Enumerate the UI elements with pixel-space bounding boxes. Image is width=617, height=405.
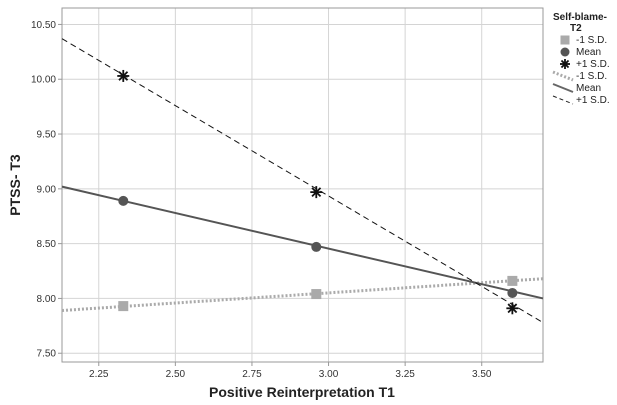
y-tick-label: 9.50 <box>37 130 57 141</box>
data-point-marker <box>118 301 129 312</box>
marker-stroke <box>507 303 518 314</box>
marker-stroke <box>311 187 322 198</box>
data-point-marker <box>117 69 130 82</box>
y-tick-label: 10.50 <box>31 20 56 31</box>
legend-entries: -1 S.D.Mean+1 S.D.-1 S.D.Mean+1 S.D. <box>552 35 610 106</box>
fit-line <box>61 38 544 323</box>
legend-label: Mean <box>576 83 601 94</box>
x-tick-label: 2.75 <box>242 369 262 380</box>
x-axis-ticks: 2.25 2.50 2.75 3.00 3.25 3.50 <box>89 362 492 380</box>
legend-line-swatch <box>552 83 574 93</box>
data-point-marker <box>506 302 519 315</box>
legend-label: -1 S.D. <box>576 71 607 82</box>
legend-label: +1 S.D. <box>576 59 610 70</box>
data-point-marker <box>560 47 570 57</box>
data-markers <box>117 69 519 315</box>
y-tick-label: 7.50 <box>37 349 57 360</box>
y-tick-label: 8.50 <box>37 239 57 250</box>
data-point-marker <box>507 287 518 298</box>
y-tick-label: 10.00 <box>31 75 56 86</box>
legend-line-swatch <box>552 95 574 105</box>
x-tick-label: 2.25 <box>89 369 109 380</box>
legend-title-line-1: Self-blame- <box>553 12 607 23</box>
grid-lines <box>62 8 543 362</box>
y-tick-label: 8.00 <box>37 294 57 305</box>
plot-area-frame <box>61 7 544 363</box>
data-point-marker <box>118 195 129 206</box>
data-point-marker <box>560 35 570 45</box>
legend-title-line-2: T2 <box>570 23 582 34</box>
y-axis-title: PTSS- T3 <box>7 154 23 216</box>
marker-stroke <box>118 71 129 81</box>
x-axis-title: Positive Reinterpretation T1 <box>209 384 395 400</box>
y-axis-ticks: 7.50 8.00 8.50 9.00 9.50 10.00 10.50 <box>31 20 62 360</box>
data-point-marker <box>311 289 322 300</box>
fit-line <box>61 277 544 312</box>
data-point-marker <box>311 241 322 252</box>
legend: Self-blame- T2 -1 S.D.Mean+1 S.D.-1 S.D.… <box>552 12 610 106</box>
x-tick-label: 3.00 <box>319 369 339 380</box>
data-point-marker <box>310 186 323 199</box>
y-tick-label: 9.00 <box>37 184 57 195</box>
marker-stroke <box>560 59 570 69</box>
x-tick-label: 2.50 <box>166 369 186 380</box>
x-tick-label: 3.25 <box>395 369 415 380</box>
data-point-marker <box>560 59 570 69</box>
fit-line <box>61 185 544 300</box>
data-point-marker <box>507 275 518 286</box>
x-tick-label: 3.50 <box>472 369 492 380</box>
legend-line-swatch <box>552 70 574 82</box>
fit-lines <box>61 38 544 323</box>
legend-label: Mean <box>576 47 601 58</box>
legend-label: +1 S.D. <box>576 95 610 106</box>
legend-label: -1 S.D. <box>576 35 607 46</box>
